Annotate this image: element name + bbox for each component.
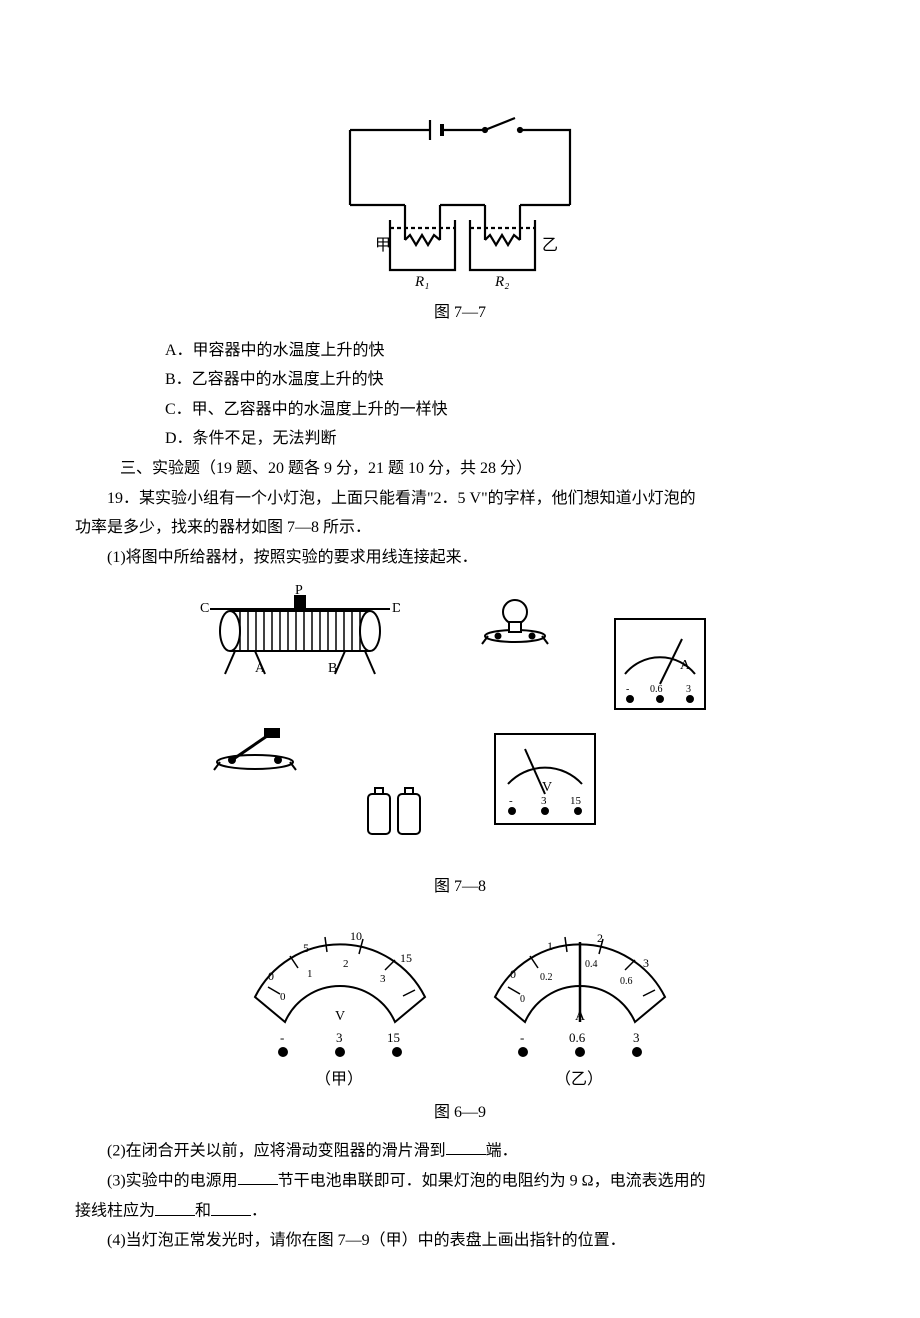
label-yi: 乙 bbox=[542, 237, 558, 254]
svg-text:-: - bbox=[626, 684, 629, 695]
blank-2 bbox=[238, 1168, 278, 1186]
q19-part1: (1)将图中所给器材，按照实验的要求用线连接起来． bbox=[75, 545, 845, 571]
label-r2: R₂ bbox=[494, 274, 509, 290]
svg-text:15: 15 bbox=[570, 795, 582, 807]
figure-6-9-caption: 图 6—9 bbox=[75, 1100, 845, 1126]
option-b: B．乙容器中的水温度上升的快 bbox=[165, 367, 845, 393]
svg-text:0.6: 0.6 bbox=[569, 1030, 586, 1045]
option-c: C．甲、乙容器中的水温度上升的一样快 bbox=[165, 397, 845, 423]
q19-intro-1: 19．某实验小组有一个小灯泡，上面只能看清"2．5 V"的字样，他们想知道小灯泡… bbox=[75, 486, 845, 512]
meter-yi-label: （乙） bbox=[555, 1070, 603, 1088]
q19-part3-cont: 接线柱应为 和 ． bbox=[75, 1198, 845, 1224]
svg-text:V: V bbox=[335, 1009, 345, 1024]
svg-text:A: A bbox=[680, 658, 691, 673]
svg-text:3: 3 bbox=[380, 973, 386, 985]
q19-p2-b: 端． bbox=[486, 1142, 518, 1159]
svg-text:10: 10 bbox=[350, 929, 362, 943]
figure-7-8: C D P bbox=[190, 574, 730, 854]
circuit-7-7-svg: 甲 乙 R₁ R₂ bbox=[310, 110, 610, 290]
q19-part4: (4)当灯泡正常发光时，请你在图 7—9（甲）中的表盘上画出指针的位置． bbox=[75, 1228, 845, 1254]
svg-text:0.6: 0.6 bbox=[620, 976, 633, 987]
label-r1: R₁ bbox=[414, 274, 429, 290]
ammeter: A - 0.6 3 bbox=[610, 614, 710, 714]
bulb bbox=[480, 594, 550, 649]
option-d: D．条件不足，无法判断 bbox=[165, 426, 845, 452]
figure-7-7: 甲 乙 R₁ R₂ bbox=[75, 110, 845, 290]
svg-text:2: 2 bbox=[343, 958, 349, 970]
svg-text:2: 2 bbox=[597, 931, 603, 945]
svg-text:0.2: 0.2 bbox=[540, 972, 553, 983]
svg-text:0: 0 bbox=[280, 991, 286, 1003]
svg-text:1: 1 bbox=[547, 939, 553, 953]
svg-text:A: A bbox=[255, 661, 266, 676]
blank-1 bbox=[446, 1138, 486, 1156]
svg-text:3: 3 bbox=[633, 1030, 640, 1045]
svg-text:0.4: 0.4 bbox=[585, 959, 598, 970]
svg-text:3: 3 bbox=[686, 684, 691, 695]
q19-p3-b: 节干电池串联即可．如果灯泡的电阻约为 9 Ω，电流表选用的 bbox=[278, 1172, 706, 1189]
svg-text:3: 3 bbox=[336, 1030, 343, 1045]
svg-text:C: C bbox=[200, 601, 209, 616]
q19-p3-d: 和 bbox=[195, 1203, 211, 1220]
q19-p2-a: (2)在闭合开关以前，应将滑动变阻器的滑片滑到 bbox=[107, 1142, 446, 1159]
q19-part2: (2)在闭合开关以前，应将滑动变阻器的滑片滑到 端． bbox=[75, 1138, 845, 1164]
figure-6-9: 0 5 10 15 0 1 2 3 V - 3 15 （甲） bbox=[75, 912, 845, 1092]
blank-4 bbox=[211, 1198, 251, 1216]
batteries bbox=[360, 784, 430, 839]
figure-7-8-caption: 图 7—8 bbox=[75, 874, 845, 900]
switch bbox=[210, 724, 300, 774]
svg-text:0: 0 bbox=[510, 967, 516, 981]
svg-text:15: 15 bbox=[400, 951, 412, 965]
q19-part3: (3)实验中的电源用 节干电池串联即可．如果灯泡的电阻约为 9 Ω，电流表选用的 bbox=[75, 1168, 845, 1194]
svg-text:V: V bbox=[542, 780, 552, 795]
meter-jia-label: （甲） bbox=[315, 1070, 363, 1088]
svg-text:-: - bbox=[520, 1030, 524, 1045]
svg-text:5: 5 bbox=[303, 941, 309, 955]
svg-text:15: 15 bbox=[387, 1030, 400, 1045]
option-a: A．甲容器中的水温度上升的快 bbox=[165, 338, 845, 364]
q19-p3-e: ． bbox=[251, 1203, 267, 1220]
q19-p3-c: 接线柱应为 bbox=[75, 1203, 155, 1220]
svg-text:0: 0 bbox=[268, 969, 274, 983]
svg-text:A: A bbox=[575, 1009, 586, 1024]
svg-text:1: 1 bbox=[307, 968, 313, 980]
voltmeter: V - 3 15 bbox=[490, 729, 600, 829]
figure-7-7-caption: 图 7—7 bbox=[75, 300, 845, 326]
meter-jia: 0 5 10 15 0 1 2 3 V - 3 15 （甲） bbox=[235, 912, 445, 1092]
svg-text:D: D bbox=[392, 601, 400, 616]
svg-text:-: - bbox=[509, 795, 513, 807]
svg-text:P: P bbox=[295, 584, 303, 598]
q19-intro-2: 功率是多少，找来的器材如图 7—8 所示． bbox=[75, 515, 845, 541]
section-3-header: 三、实验题（19 题、20 题各 9 分，21 题 10 分，共 28 分） bbox=[120, 456, 845, 482]
rheostat: C D P bbox=[200, 584, 400, 679]
svg-text:-: - bbox=[280, 1030, 284, 1045]
svg-text:3: 3 bbox=[643, 956, 649, 970]
blank-3 bbox=[155, 1198, 195, 1216]
svg-text:0.6: 0.6 bbox=[650, 684, 663, 695]
label-jia: 甲 bbox=[375, 237, 391, 254]
svg-text:0: 0 bbox=[520, 994, 525, 1005]
svg-text:3: 3 bbox=[541, 795, 547, 807]
q19-p3-a: (3)实验中的电源用 bbox=[107, 1172, 238, 1189]
svg-text:B: B bbox=[328, 661, 337, 676]
meter-yi: 0 1 2 3 0 0.2 0.4 0.6 A - 0.6 3 （乙） bbox=[475, 912, 685, 1092]
